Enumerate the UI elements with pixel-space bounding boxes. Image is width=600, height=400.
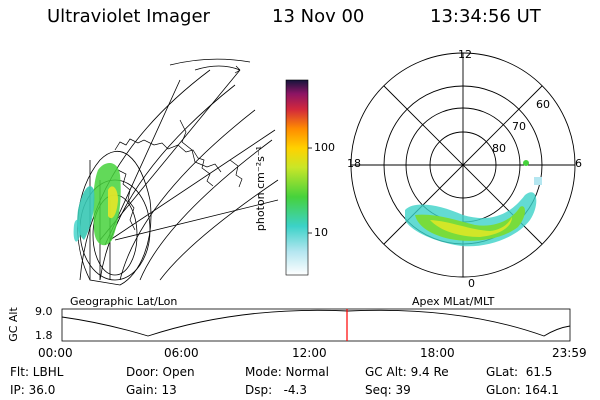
altitude-strip bbox=[61, 308, 571, 342]
time-tick-4: 23:59 bbox=[552, 346, 587, 360]
dsp-status: Dsp: -4.3 bbox=[245, 383, 308, 397]
colorbar-unit-label: photon cm⁻²s⁻¹ bbox=[254, 145, 268, 232]
mlt-label-0: 0 bbox=[468, 277, 475, 290]
mlat-label-80: 80 bbox=[492, 142, 506, 155]
gc-alt-ylabel: GC Alt bbox=[6, 307, 20, 342]
mlt-label-6: 6 bbox=[575, 157, 582, 170]
colorbar-tick-100: 100 bbox=[314, 141, 335, 154]
time-tick-0: 00:00 bbox=[38, 346, 73, 360]
door-status: Door: Open bbox=[126, 365, 195, 379]
date-label: 13 Nov 00 bbox=[272, 6, 365, 27]
mode-status: Mode: Normal bbox=[245, 365, 329, 379]
glon-status: GLon: 164.1 bbox=[486, 383, 559, 397]
colorbar-tick-10: 10 bbox=[314, 226, 328, 239]
geographic-map-panel bbox=[73, 58, 279, 286]
flt-status: Flt: LBHL bbox=[10, 365, 64, 379]
glat-status: GLat: 61.5 bbox=[486, 365, 553, 379]
time-tick-3: 18:00 bbox=[420, 346, 455, 360]
instrument-title: Ultraviolet Imager bbox=[47, 6, 210, 27]
mlat-label-70: 70 bbox=[512, 120, 526, 133]
mlat-label-60: 60 bbox=[536, 98, 550, 111]
polar-plot bbox=[350, 52, 576, 278]
gain-status: Gain: 13 bbox=[126, 383, 177, 397]
time-tick-2: 12:00 bbox=[292, 346, 327, 360]
seq-status: Seq: 39 bbox=[365, 383, 411, 397]
geographic-caption: Geographic Lat/Lon bbox=[70, 295, 178, 308]
gc-alt-tick-top: 9.0 bbox=[35, 305, 53, 318]
colorbar bbox=[285, 79, 312, 276]
polar-caption: Apex MLat/MLT bbox=[412, 295, 495, 308]
mlt-label-18: 18 bbox=[347, 157, 361, 170]
time-tick-1: 06:00 bbox=[164, 346, 199, 360]
gc-alt-tick-bottom: 1.8 bbox=[35, 329, 53, 342]
gc-alt-status: GC Alt: 9.4 Re bbox=[365, 365, 449, 379]
mlt-label-12: 12 bbox=[458, 48, 472, 61]
time-label: 13:34:56 UT bbox=[430, 6, 541, 27]
ip-status: IP: 36.0 bbox=[10, 383, 56, 397]
